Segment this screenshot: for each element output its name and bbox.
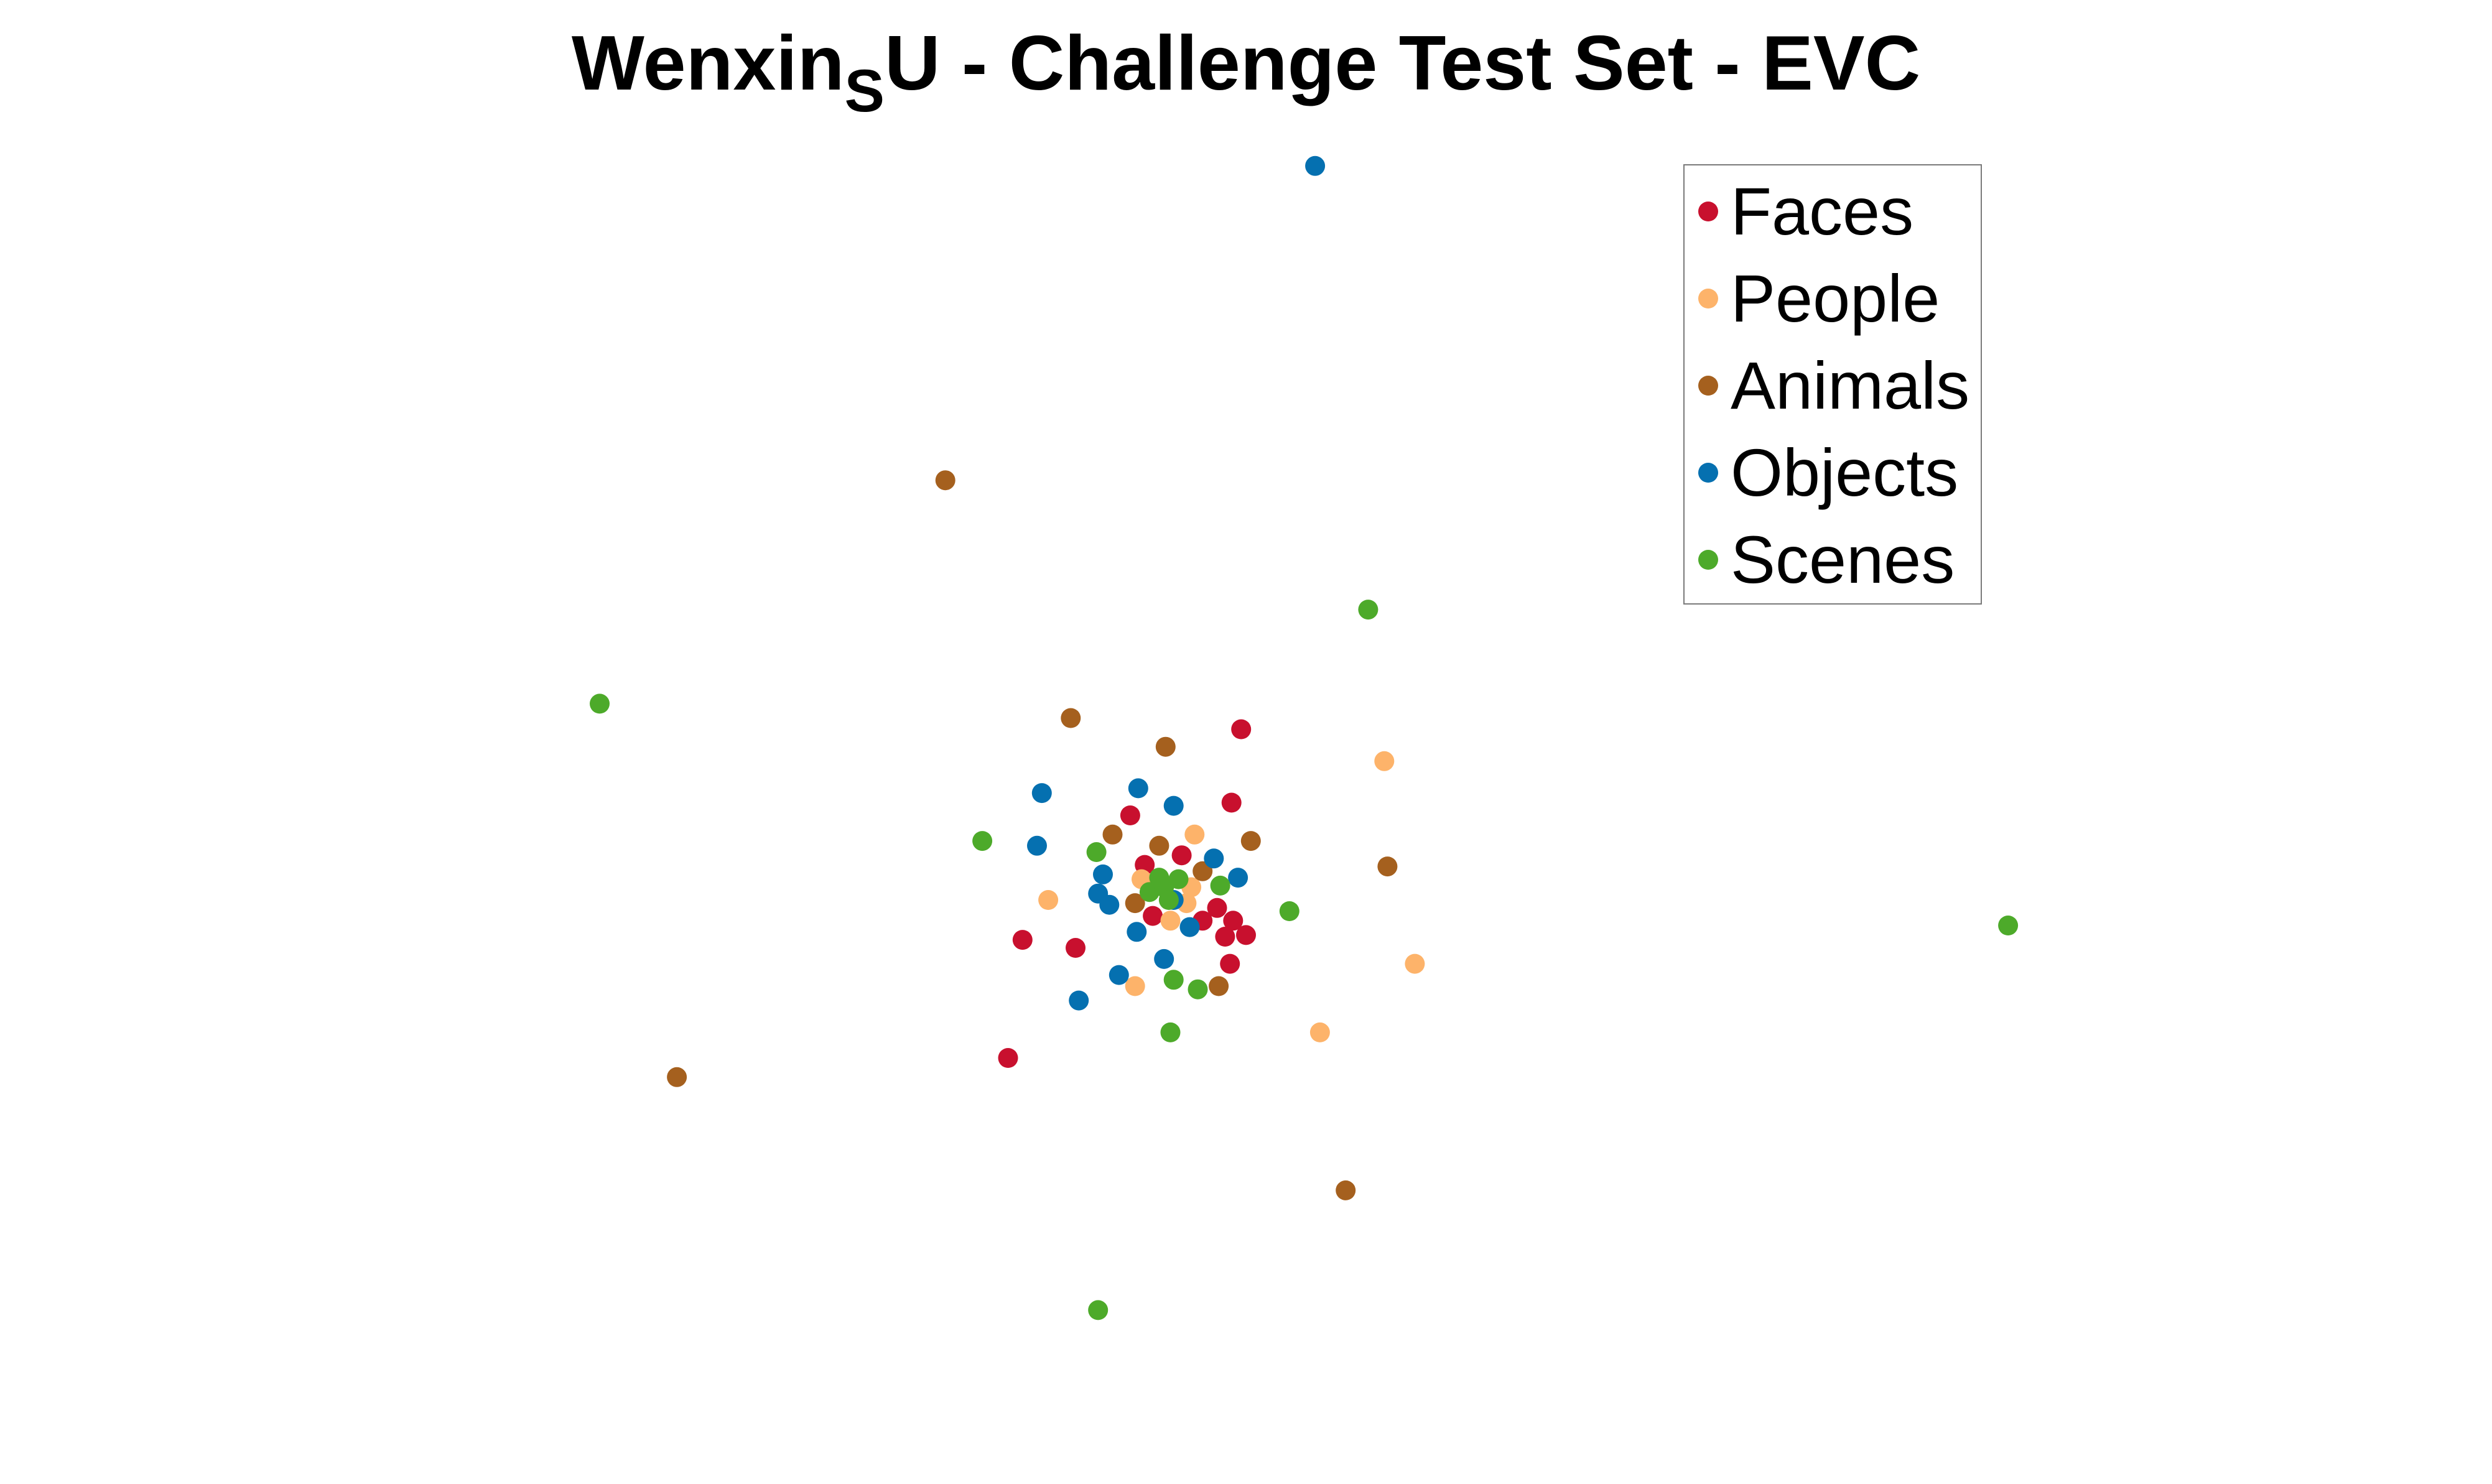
point-scenes-5 (1168, 869, 1189, 889)
point-people-8 (1125, 976, 1145, 996)
point-scenes-10 (1279, 901, 1299, 921)
point-scenes-0 (1358, 600, 1379, 620)
point-objects-3 (1163, 795, 1184, 816)
point-animals-10 (667, 1067, 687, 1087)
legend-marker-scenes (1698, 550, 1718, 570)
point-objects-7 (1228, 868, 1248, 888)
point-animals-5 (1240, 831, 1261, 851)
point-people-6 (1160, 911, 1181, 931)
point-scenes-9 (1210, 875, 1230, 896)
legend-label-objects: Objects (1731, 435, 1959, 510)
point-faces-6 (1143, 906, 1163, 926)
point-objects-6 (1093, 864, 1113, 884)
point-animals-11 (1336, 1180, 1356, 1200)
point-faces-12 (1066, 938, 1086, 958)
legend-item-objects: Objects (1685, 429, 1981, 516)
point-objects-1 (1128, 778, 1148, 799)
point-scenes-8 (1158, 890, 1179, 910)
chart-title: WenxinSU - Challenge Test Set - EVC (0, 17, 2492, 124)
point-scenes-14 (1160, 1022, 1181, 1042)
point-animals-8 (1125, 893, 1145, 914)
point-people-1 (1184, 824, 1205, 845)
point-objects-14 (1109, 965, 1129, 985)
point-faces-1 (1221, 792, 1242, 813)
legend-marker-animals (1698, 376, 1718, 396)
point-faces-9 (1215, 927, 1235, 947)
point-faces-2 (1120, 805, 1140, 825)
legend-marker-faces (1698, 202, 1718, 221)
point-objects-11 (1127, 922, 1147, 942)
point-animals-7 (1377, 856, 1398, 877)
point-scenes-2 (972, 831, 993, 851)
point-objects-4 (1027, 835, 1047, 856)
legend-item-animals: Animals (1685, 342, 1981, 429)
point-objects-9 (1099, 894, 1120, 915)
point-animals-3 (1102, 824, 1123, 845)
legend-item-people: People (1685, 255, 1981, 342)
legend-label-animals: Animals (1731, 348, 1970, 423)
point-animals-0 (935, 470, 955, 491)
point-scenes-3 (1086, 842, 1107, 862)
legend-marker-objects (1698, 463, 1718, 483)
legend-label-people: People (1731, 261, 1940, 336)
point-objects-12 (1179, 917, 1200, 937)
point-faces-14 (998, 1048, 1018, 1068)
point-animals-6 (1193, 861, 1213, 881)
title-main: Wenxin (571, 21, 845, 106)
legend-label-faces: Faces (1731, 174, 1914, 249)
point-objects-5 (1204, 848, 1224, 869)
point-scenes-15 (1088, 1300, 1109, 1320)
legend: Faces People Animals Objects Scenes (1683, 164, 1982, 605)
title-subscript: S (844, 57, 885, 124)
point-faces-8 (1223, 911, 1244, 931)
point-animals-9 (1209, 976, 1229, 996)
series-scenes (590, 600, 2019, 1320)
point-animals-4 (1149, 835, 1169, 856)
point-scenes-13 (1188, 979, 1208, 999)
series-animals (667, 470, 1398, 1200)
point-people-9 (1309, 1022, 1330, 1042)
point-faces-13 (1220, 953, 1240, 974)
point-people-7 (1405, 953, 1425, 974)
point-objects-13 (1154, 948, 1174, 969)
point-animals-2 (1155, 736, 1176, 757)
point-scenes-11 (1998, 916, 2019, 935)
point-animals-1 (1061, 708, 1081, 728)
point-faces-11 (1012, 930, 1033, 950)
series-faces (998, 719, 1256, 1068)
point-scenes-12 (1163, 970, 1184, 990)
point-faces-0 (1231, 719, 1252, 740)
point-objects-15 (1069, 990, 1089, 1011)
point-scenes-1 (590, 693, 610, 714)
title-rest: U - Challenge Test Set - EVC (885, 21, 1921, 106)
point-objects-2 (1031, 783, 1052, 804)
point-people-0 (1374, 751, 1395, 771)
data-points (590, 155, 2019, 1320)
legend-marker-people (1698, 289, 1718, 308)
point-objects-0 (1305, 155, 1326, 176)
legend-label-scenes: Scenes (1731, 522, 1955, 597)
legend-item-faces: Faces (1685, 168, 1981, 255)
point-faces-3 (1171, 845, 1192, 866)
legend-item-scenes: Scenes (1685, 516, 1981, 603)
point-faces-5 (1207, 897, 1227, 918)
point-faces-10 (1236, 925, 1256, 945)
point-people-5 (1038, 890, 1059, 910)
